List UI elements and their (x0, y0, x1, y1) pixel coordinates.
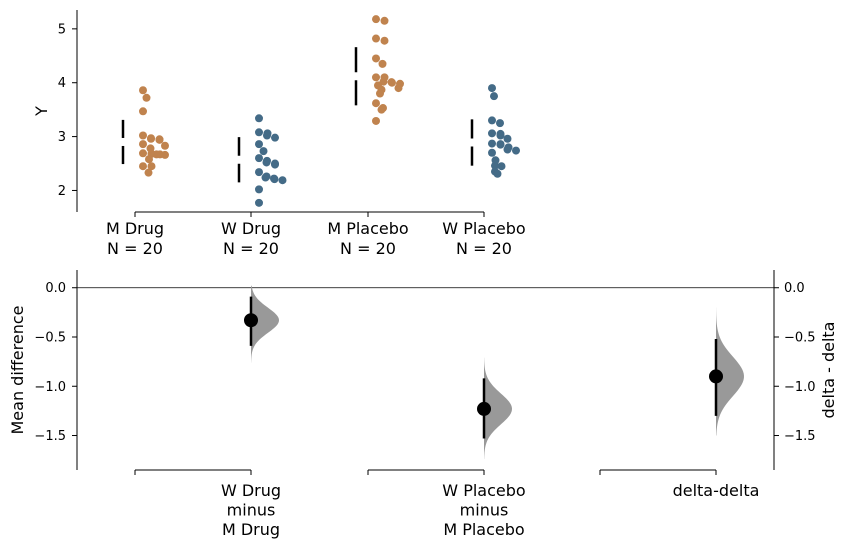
data-point (255, 128, 263, 137)
data-point (144, 168, 153, 177)
y-tick-label: −1.5 (34, 429, 66, 444)
y-tick-label: 0.0 (45, 281, 66, 296)
group-label: M Placebo (327, 219, 408, 238)
data-point (139, 140, 147, 149)
data-point (394, 84, 403, 93)
data-point (139, 107, 147, 116)
data-point (488, 139, 496, 148)
bootstrap-distribution (484, 357, 512, 460)
data-point (490, 92, 498, 101)
data-point (488, 116, 496, 125)
y-axis-title: Y (32, 106, 51, 117)
data-point (262, 158, 271, 167)
comparison-label: minus (227, 501, 276, 520)
comparison-label: W Drug (221, 481, 281, 500)
group-label: W Placebo (442, 219, 525, 238)
comparison-label: minus (460, 501, 509, 520)
data-point (496, 119, 504, 128)
effect-size-point (244, 313, 258, 328)
data-point (161, 141, 169, 150)
data-point (259, 147, 268, 156)
data-point (503, 134, 512, 143)
group-label: W Drug (221, 219, 281, 238)
data-point (147, 162, 156, 171)
data-point (372, 34, 380, 43)
comparison-label: delta-delta (673, 481, 760, 500)
data-point (372, 73, 380, 82)
comparison-label: M Placebo (443, 520, 524, 539)
data-point (380, 16, 389, 25)
data-point (255, 114, 263, 123)
group-count-label: N = 20 (340, 239, 396, 258)
data-point (263, 131, 271, 140)
data-point (271, 133, 279, 142)
y-tick-label-right: −1.5 (784, 429, 816, 444)
y-tick-label-right: 0.0 (784, 281, 805, 296)
bootstrap-distribution (251, 285, 279, 363)
group-label: M Drug (106, 219, 164, 238)
data-point (145, 155, 153, 164)
y-tick-label: −1.0 (34, 380, 66, 395)
group-count-label: N = 20 (107, 239, 163, 258)
data-point (139, 162, 147, 171)
y-tick-label: −0.5 (34, 330, 66, 345)
comparison-label: W Placebo (442, 481, 525, 500)
y-axis-title: Mean difference (8, 306, 27, 435)
data-point (488, 84, 496, 93)
data-point (255, 140, 263, 149)
y-tick-label-right: −1.0 (784, 380, 816, 395)
data-point (388, 78, 396, 87)
data-point (255, 185, 263, 194)
y-axis-title-right: delta - delta (819, 322, 838, 419)
data-point (255, 198, 263, 207)
data-point (491, 161, 499, 170)
data-point (372, 15, 380, 24)
group-count-label: N = 20 (223, 239, 279, 258)
y-tick-label-right: −0.5 (784, 330, 816, 345)
data-point (155, 135, 164, 144)
data-point (161, 150, 169, 159)
data-point (488, 148, 496, 157)
data-point (139, 86, 147, 95)
data-point (380, 36, 389, 45)
data-point (271, 160, 279, 169)
data-point (377, 105, 386, 114)
y-tick-label: 4 (58, 76, 66, 91)
data-point (270, 175, 279, 184)
y-tick-label: 5 (58, 22, 66, 37)
data-point (496, 140, 505, 149)
data-point (497, 162, 506, 171)
data-point (142, 93, 151, 102)
data-point (139, 131, 147, 140)
data-point (261, 173, 270, 182)
data-point (255, 168, 263, 177)
data-point (493, 169, 502, 178)
data-point (488, 129, 496, 138)
effect-size-point (709, 369, 723, 384)
group-count-label: N = 20 (456, 239, 512, 258)
data-point (512, 146, 520, 155)
effect-size-point (477, 401, 491, 416)
data-point (496, 131, 505, 140)
data-point (139, 149, 147, 158)
bootstrap-distribution (716, 307, 744, 436)
data-point (255, 154, 263, 163)
data-point (372, 54, 380, 63)
y-tick-label: 3 (58, 130, 66, 145)
comparison-label: M Drug (222, 520, 280, 539)
data-point (376, 89, 384, 98)
data-point (147, 134, 155, 143)
delta-effect-panel: 0.0 0.0 −0.5 −0.5 −1.0 −1.0 −1.5 −1.5 Mean diffe… (8, 270, 838, 539)
data-point (378, 59, 387, 68)
data-point (503, 145, 512, 154)
y-tick-label: 2 (58, 184, 66, 199)
data-point (278, 176, 287, 185)
data-point (372, 99, 380, 108)
data-point (372, 116, 380, 125)
